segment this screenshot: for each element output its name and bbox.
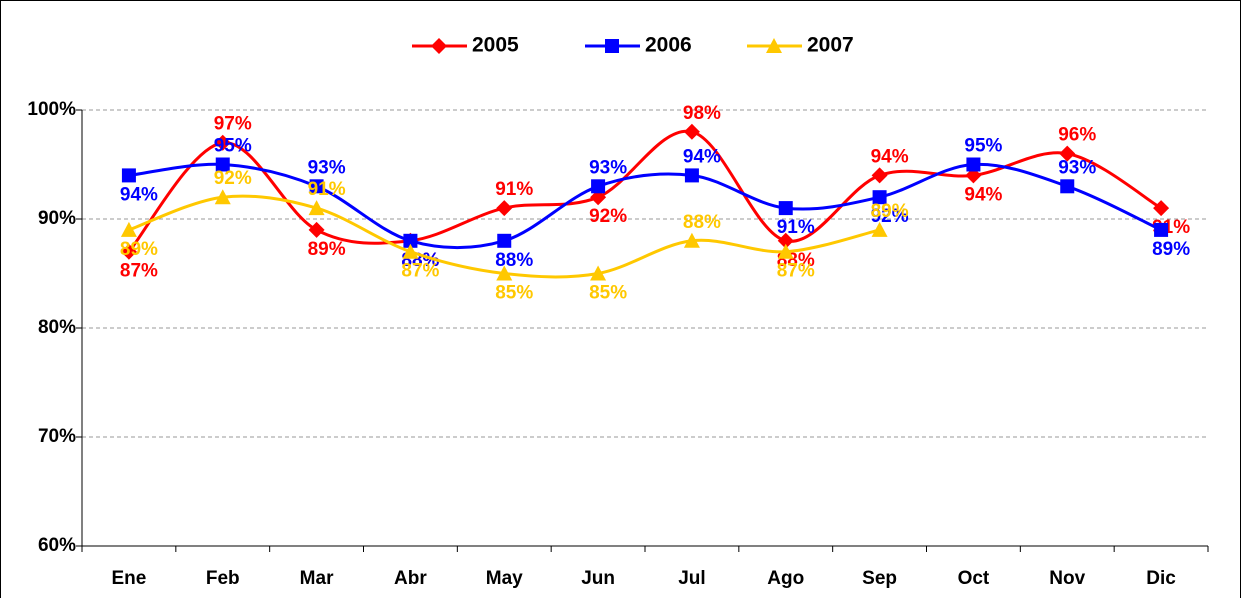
data-marker (215, 157, 230, 172)
data-label: 92% (589, 206, 627, 227)
data-label: 87% (777, 261, 815, 282)
data-marker (308, 221, 325, 238)
x-tick-label: Jun (581, 568, 615, 589)
y-tick-label: 90% (38, 208, 76, 229)
data-marker (777, 243, 794, 259)
y-tick-label: 70% (38, 426, 76, 447)
data-marker (214, 134, 231, 151)
data-marker (121, 168, 136, 183)
data-marker (683, 123, 700, 140)
data-label: 91% (495, 179, 533, 200)
data-marker (778, 201, 793, 216)
data-label: 93% (308, 157, 346, 178)
data-marker (496, 200, 513, 217)
data-marker (120, 221, 137, 237)
data-marker (590, 265, 607, 281)
data-marker (214, 189, 231, 205)
legend-marker (431, 38, 447, 54)
data-label: 97% (214, 114, 252, 135)
data-label: 94% (683, 146, 721, 167)
data-label: 87% (120, 261, 158, 282)
data-label: 85% (589, 283, 627, 304)
data-marker (402, 243, 419, 259)
x-tick-label: Sep (862, 568, 897, 589)
x-tick-label: Dic (1146, 568, 1176, 589)
data-marker (1059, 145, 1076, 162)
data-label: 88% (683, 212, 721, 233)
data-label: 89% (120, 239, 158, 260)
legend-marker (605, 39, 619, 53)
data-marker (120, 243, 137, 260)
y-tick-label: 100% (27, 99, 76, 120)
data-label: 89% (1152, 239, 1190, 260)
data-label: 95% (214, 136, 252, 157)
x-tick-label: Ene (111, 568, 146, 589)
data-label: 93% (589, 157, 627, 178)
x-tick-label: Mar (300, 568, 334, 589)
data-label: 91% (777, 217, 815, 238)
data-label: 88% (495, 250, 533, 271)
data-label: 93% (1058, 157, 1096, 178)
data-marker (1060, 179, 1075, 194)
legend-label: 2006 (645, 34, 692, 57)
data-marker (684, 168, 699, 183)
data-marker (777, 232, 794, 249)
data-label: 91% (308, 179, 346, 200)
y-tick-label: 80% (38, 317, 76, 338)
x-tick-label: Jul (678, 568, 705, 589)
data-marker (309, 179, 324, 194)
data-marker (496, 265, 513, 281)
data-marker (403, 233, 418, 248)
data-marker (872, 190, 887, 205)
x-tick-label: Ago (767, 568, 804, 589)
data-marker (871, 221, 888, 237)
data-label: 94% (964, 184, 1002, 205)
data-label: 85% (495, 283, 533, 304)
data-marker (683, 232, 700, 248)
data-label: 89% (871, 201, 909, 222)
data-label: 92% (871, 206, 909, 227)
x-tick-label: Feb (206, 568, 240, 589)
data-marker (1154, 222, 1169, 237)
data-marker (1153, 200, 1170, 217)
data-marker (591, 179, 606, 194)
data-marker (308, 200, 325, 216)
legend-label: 2005 (472, 34, 519, 57)
x-tick-label: May (486, 568, 523, 589)
data-label: 92% (214, 168, 252, 189)
y-tick-label: 60% (38, 535, 76, 556)
data-label: 98% (683, 103, 721, 124)
legend-label: 2007 (807, 34, 854, 57)
x-tick-label: Abr (394, 568, 427, 589)
data-label: 89% (308, 239, 346, 260)
data-marker (966, 157, 981, 172)
x-tick-label: Oct (958, 568, 990, 589)
data-marker (497, 233, 512, 248)
x-tick-label: Nov (1049, 568, 1085, 589)
data-label: 94% (120, 184, 158, 205)
data-label: 94% (871, 146, 909, 167)
data-label: 87% (401, 261, 439, 282)
legend-marker (766, 38, 782, 53)
data-label: 95% (964, 136, 1002, 157)
data-marker (871, 167, 888, 184)
data-label: 96% (1058, 125, 1096, 146)
